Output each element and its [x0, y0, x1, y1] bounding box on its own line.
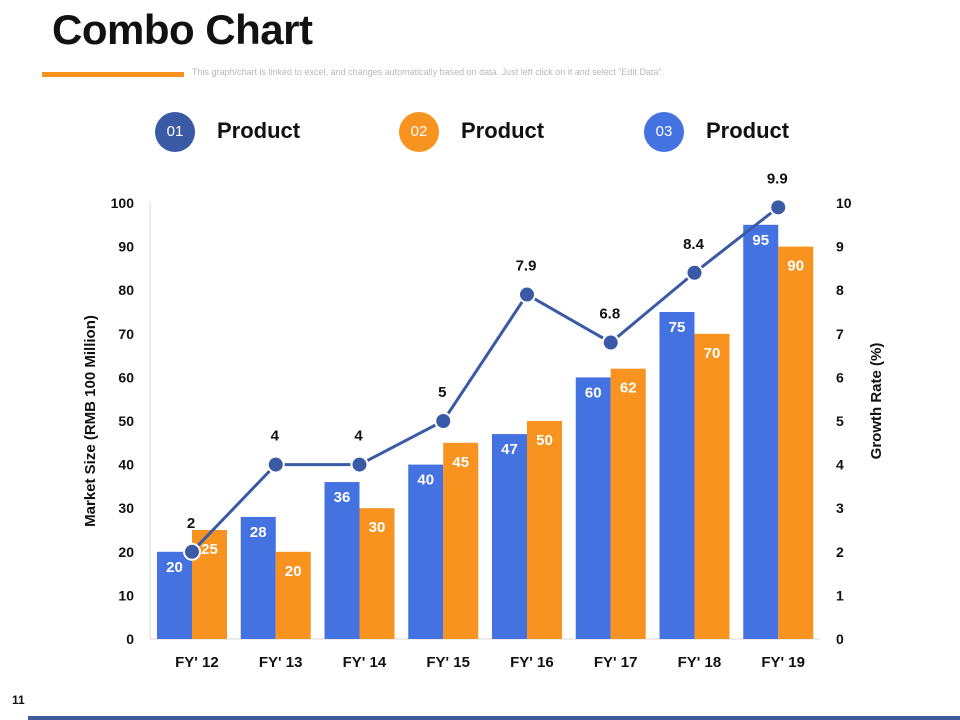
title-accent-bar	[42, 72, 184, 77]
bar-blue-label: 75	[669, 319, 686, 336]
x-tick-label: FY' 17	[594, 654, 638, 671]
legend-label-2: Product	[461, 118, 545, 143]
bar-orange-label: 70	[704, 345, 721, 362]
x-tick-label: FY' 15	[426, 654, 470, 671]
legend-badge-3: 03	[644, 112, 684, 152]
growth-rate-point	[434, 412, 453, 430]
growth-rate-point	[685, 263, 704, 282]
growth-rate-line	[190, 206, 780, 553]
x-tick-label: FY' 18	[678, 654, 722, 671]
bar-blue	[408, 464, 444, 639]
x-tick-label: FY' 13	[259, 654, 303, 671]
growth-rate-label: 7.9	[516, 258, 537, 275]
bar-orange-label: 45	[452, 454, 469, 471]
bar-orange-label: 25	[201, 541, 218, 558]
y-tick-label: 20	[118, 544, 134, 560]
y-tick-label: 100	[111, 195, 135, 211]
bar-blue	[659, 312, 695, 639]
y-tick-label: 80	[118, 282, 134, 298]
x-tick-label: FY' 16	[510, 654, 554, 671]
bar-orange	[527, 421, 562, 639]
y2-tick-label: 0	[836, 631, 844, 647]
bar-orange-label: 90	[787, 258, 804, 275]
bar-blue-label: 47	[501, 441, 518, 458]
bar-orange	[694, 333, 730, 639]
y2-tick-label: 1	[836, 587, 844, 603]
bar-blue-label: 95	[752, 232, 769, 249]
bar-blue-label: 28	[250, 524, 267, 541]
x-tick-label: FY' 12	[175, 654, 219, 671]
y-tick-label: 40	[118, 457, 134, 473]
page-number: 11	[12, 693, 25, 707]
growth-rate-point	[769, 198, 788, 217]
bar-orange	[778, 246, 814, 639]
y2-tick-label: 10	[836, 195, 852, 211]
bar-orange-label: 62	[620, 380, 637, 397]
bar-blue	[157, 551, 192, 639]
growth-rate-label: 4	[271, 428, 280, 445]
growth-rate-label: 4	[354, 428, 363, 445]
x-tick-label: FY' 19	[761, 654, 805, 671]
bar-orange	[610, 368, 646, 639]
growth-rate-point	[183, 542, 201, 561]
y2-tick-label: 9	[836, 239, 844, 255]
growth-rate-point	[266, 455, 285, 474]
bar-blue	[492, 434, 527, 639]
y-tick-label: 30	[118, 500, 134, 516]
bar-orange	[275, 551, 311, 639]
y2-tick-label: 8	[836, 282, 844, 298]
y-tick-label: 90	[118, 239, 134, 255]
growth-rate-label: 5	[438, 384, 446, 401]
bar-blue	[575, 377, 611, 639]
bar-blue-label: 40	[417, 472, 434, 489]
bar-orange	[359, 508, 395, 639]
growth-rate-label: 9.9	[767, 170, 788, 187]
legend-badge-2: 02	[399, 112, 439, 152]
growth-rate-label: 8.4	[683, 236, 705, 253]
bar-blue-label: 20	[166, 559, 183, 576]
growth-rate-point	[518, 285, 536, 304]
bar-blue	[743, 224, 779, 640]
legend-label-1: Product	[217, 118, 301, 143]
x-tick-label: FY' 14	[343, 654, 387, 671]
bar-orange-label: 50	[536, 432, 553, 449]
bar-blue-label: 60	[585, 384, 602, 401]
y2-tick-label: 5	[836, 413, 844, 429]
y2-tick-label: 3	[836, 500, 844, 516]
bar-blue	[240, 516, 276, 639]
bar-blue	[324, 482, 360, 639]
y2-tick-label: 7	[836, 326, 844, 342]
growth-rate-point	[601, 333, 620, 352]
y-tick-label: 10	[118, 587, 134, 603]
y2-tick-label: 4	[836, 457, 844, 473]
page-subtitle: This graph/chart is linked to excel, and…	[192, 67, 665, 77]
y-tick-label: 60	[118, 369, 134, 385]
bar-orange-label: 20	[285, 563, 302, 580]
legend-badge-1: 01	[155, 112, 195, 152]
y2-tick-label: 2	[836, 544, 844, 560]
bar-orange	[443, 442, 479, 639]
growth-rate-label: 6.8	[599, 306, 620, 323]
y2-tick-label: 6	[836, 369, 844, 385]
y-tick-label: 70	[118, 326, 134, 342]
bar-blue-label: 36	[334, 489, 351, 506]
bar-orange-label: 30	[369, 519, 386, 536]
page-title: Combo Chart	[52, 6, 313, 53]
y2-axis-title: Growth Rate (%)	[868, 343, 885, 460]
footer-line	[28, 716, 960, 720]
growth-rate-point	[350, 455, 369, 474]
y-tick-label: 50	[118, 413, 134, 429]
legend-label-3: Product	[706, 118, 790, 143]
y-axis-title: Market Size (RMB 100 Million)	[82, 315, 99, 527]
y-tick-label: 0	[126, 631, 134, 647]
growth-rate-label: 2	[187, 515, 195, 532]
